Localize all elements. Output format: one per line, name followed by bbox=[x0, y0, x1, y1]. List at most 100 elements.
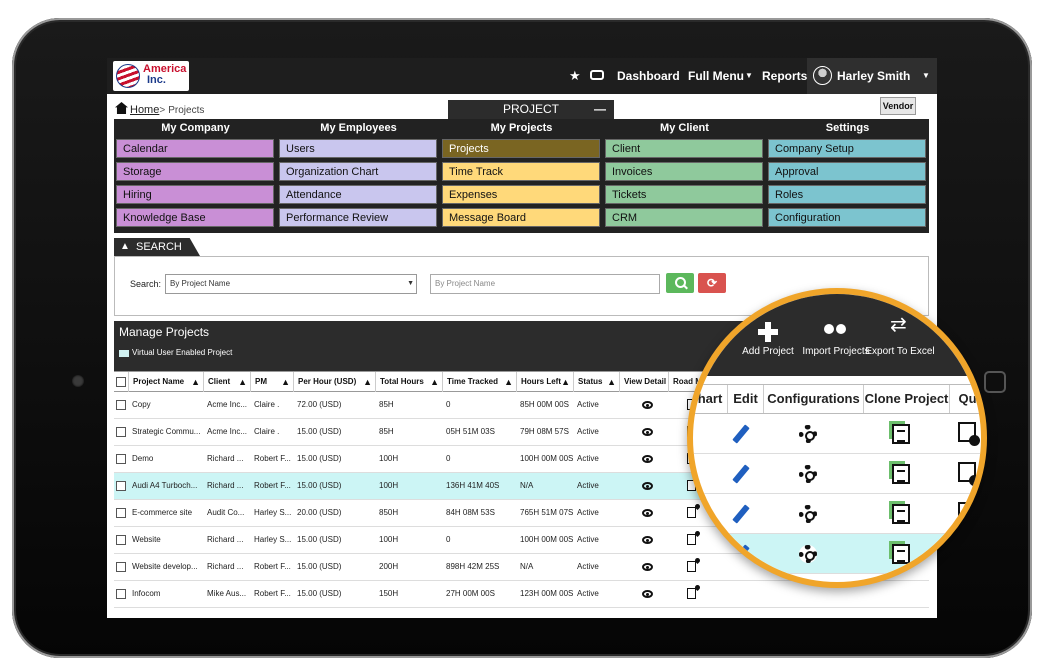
table-row[interactable]: Infocom Mike Aus... Robert F... 15.00 (U… bbox=[114, 581, 929, 608]
eye-icon[interactable] bbox=[642, 428, 653, 436]
module-client[interactable]: Client bbox=[605, 139, 763, 158]
home-icon[interactable] bbox=[115, 102, 128, 114]
star-icon[interactable]: ★ bbox=[569, 68, 581, 83]
sort-icon[interactable]: ▲ bbox=[504, 377, 513, 387]
magnified-row[interactable] bbox=[693, 534, 981, 574]
module-message-board[interactable]: Message Board bbox=[442, 208, 600, 227]
sort-icon[interactable]: ▲ bbox=[363, 377, 372, 387]
sort-icon[interactable]: ▲ bbox=[281, 377, 290, 387]
add-project-button[interactable]: Add Project bbox=[733, 322, 803, 358]
collapse-icon[interactable]: — bbox=[594, 102, 606, 116]
home-hardware-button[interactable] bbox=[984, 371, 1006, 393]
table-row[interactable]: Website develop... Richard ... Robert F.… bbox=[114, 554, 929, 581]
clone-icon[interactable] bbox=[892, 504, 910, 524]
sort-icon[interactable]: ▲ bbox=[191, 377, 200, 387]
module-expenses[interactable]: Expenses bbox=[442, 185, 600, 204]
search-input[interactable]: By Project Name bbox=[430, 274, 660, 294]
gear-icon[interactable] bbox=[799, 465, 817, 483]
gear-icon[interactable] bbox=[799, 505, 817, 523]
magnified-row[interactable] bbox=[693, 494, 981, 534]
roadmap-icon[interactable] bbox=[687, 507, 696, 518]
module-invoices[interactable]: Invoices bbox=[605, 162, 763, 181]
cell-name[interactable]: Copy bbox=[132, 400, 151, 409]
eye-icon[interactable] bbox=[642, 536, 653, 544]
cell-name[interactable]: Demo bbox=[132, 454, 154, 463]
module-performance-review[interactable]: Performance Review bbox=[279, 208, 437, 227]
cell-name[interactable]: Strategic Commu... bbox=[132, 427, 201, 436]
eye-icon[interactable] bbox=[642, 563, 653, 571]
col-per-hour[interactable]: Per Hour (USD) ▲ bbox=[293, 372, 375, 392]
col-time-tracked[interactable]: Time Tracked ▲ bbox=[442, 372, 516, 392]
company-logo[interactable]: America Inc. bbox=[113, 61, 189, 91]
nav-dashboard[interactable]: Dashboard bbox=[617, 69, 680, 83]
chevron-down-icon[interactable]: ▼ bbox=[745, 71, 753, 80]
module-company-setup[interactable]: Company Setup bbox=[768, 139, 926, 158]
reset-button[interactable]: ⟳ bbox=[698, 273, 726, 293]
col-project-name[interactable]: Project Name ▲ bbox=[128, 372, 203, 392]
table-row[interactable]: Website Richard ... Harley S... 15.00 (U… bbox=[114, 527, 929, 554]
eye-icon[interactable] bbox=[642, 590, 653, 598]
col-status[interactable]: Status ▲ bbox=[573, 372, 619, 392]
row-checkbox[interactable] bbox=[116, 562, 126, 572]
eye-icon[interactable] bbox=[642, 401, 653, 409]
import-projects-button[interactable]: Import Projects bbox=[801, 322, 871, 358]
chat-icon[interactable] bbox=[590, 70, 604, 80]
select-all-checkbox[interactable] bbox=[116, 377, 126, 387]
module-knowledge-base[interactable]: Knowledge Base bbox=[116, 208, 274, 227]
magnified-row[interactable] bbox=[693, 414, 981, 454]
quote-icon[interactable] bbox=[958, 462, 980, 486]
module-tickets[interactable]: Tickets bbox=[605, 185, 763, 204]
clone-icon[interactable] bbox=[892, 424, 910, 444]
col-pm[interactable]: PM ▲ bbox=[250, 372, 293, 392]
nav-full-menu[interactable]: Full Menu bbox=[688, 69, 744, 83]
module-approval[interactable]: Approval bbox=[768, 162, 926, 181]
cell-name[interactable]: E-commerce site bbox=[132, 508, 193, 517]
cell-name[interactable]: Audi A4 Turboch... bbox=[132, 481, 198, 490]
row-checkbox[interactable] bbox=[116, 589, 126, 599]
eye-icon[interactable] bbox=[642, 509, 653, 517]
sort-icon[interactable]: ▲ bbox=[430, 377, 439, 387]
module-calendar[interactable]: Calendar bbox=[116, 139, 274, 158]
clone-icon[interactable] bbox=[892, 464, 910, 484]
module-hiring[interactable]: Hiring bbox=[116, 185, 274, 204]
row-checkbox[interactable] bbox=[116, 481, 126, 491]
edit-icon[interactable] bbox=[732, 544, 750, 564]
cell-name[interactable]: Website develop... bbox=[132, 562, 198, 571]
module-crm[interactable]: CRM bbox=[605, 208, 763, 227]
module-storage[interactable]: Storage bbox=[116, 162, 274, 181]
row-checkbox[interactable] bbox=[116, 427, 126, 437]
sort-icon[interactable]: ▲ bbox=[561, 377, 570, 387]
edit-icon[interactable] bbox=[732, 504, 750, 524]
vendor-button[interactable]: Vendor bbox=[880, 97, 916, 115]
breadcrumb-home[interactable]: Home bbox=[130, 104, 160, 116]
col-hours-left[interactable]: Hours Left ▲ bbox=[516, 372, 573, 392]
module-users[interactable]: Users bbox=[279, 139, 437, 158]
eye-icon[interactable] bbox=[642, 455, 653, 463]
module-roles[interactable]: Roles bbox=[768, 185, 926, 204]
row-checkbox[interactable] bbox=[116, 535, 126, 545]
sort-icon[interactable]: ▲ bbox=[607, 377, 616, 387]
edit-icon[interactable] bbox=[732, 464, 750, 484]
gear-icon[interactable] bbox=[799, 425, 817, 443]
quote-icon[interactable] bbox=[958, 502, 980, 526]
module-time-track[interactable]: Time Track bbox=[442, 162, 600, 181]
module-configuration[interactable]: Configuration bbox=[768, 208, 926, 227]
row-checkbox[interactable] bbox=[116, 400, 126, 410]
eye-icon[interactable] bbox=[642, 482, 653, 490]
sort-icon[interactable]: ▲ bbox=[238, 377, 247, 387]
search-toggle[interactable]: ▲ SEARCH bbox=[114, 238, 200, 256]
gear-icon[interactable] bbox=[799, 545, 817, 563]
col-client[interactable]: Client ▲ bbox=[203, 372, 250, 392]
report-button[interactable]: Re bbox=[933, 322, 981, 358]
module-attendance[interactable]: Attendance bbox=[279, 185, 437, 204]
magnified-row[interactable] bbox=[693, 454, 981, 494]
nav-reports[interactable]: Reports bbox=[762, 69, 808, 83]
table-row[interactable]: E-commerce site Audit Co... Harley S... … bbox=[114, 500, 929, 527]
project-tab[interactable]: PROJECT — bbox=[448, 100, 614, 119]
edit-icon[interactable] bbox=[732, 424, 750, 444]
user-menu[interactable]: Harley Smith ▼ bbox=[807, 58, 937, 94]
module-org-chart[interactable]: Organization Chart bbox=[279, 162, 437, 181]
search-button[interactable] bbox=[666, 273, 694, 293]
roadmap-icon[interactable] bbox=[687, 588, 696, 599]
col-total-hours[interactable]: Total Hours ▲ bbox=[375, 372, 442, 392]
